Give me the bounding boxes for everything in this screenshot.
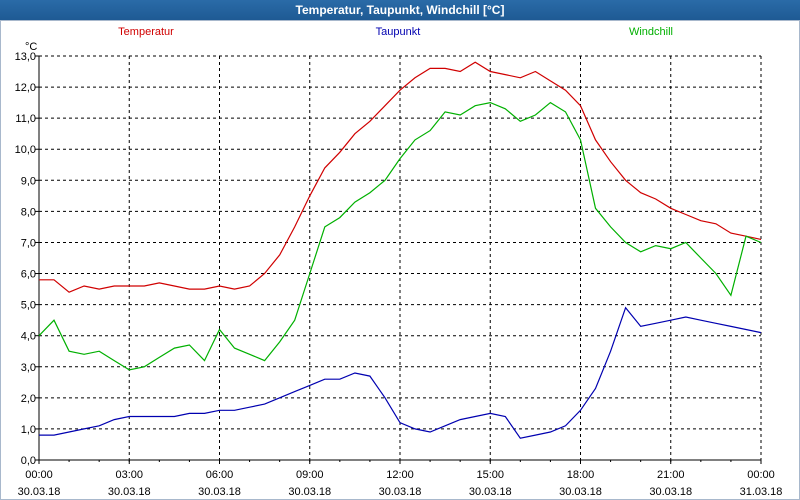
y-tick-label: 10,0 xyxy=(15,144,36,156)
y-tick-label: 8,0 xyxy=(21,206,36,218)
y-tick-label: 0,0 xyxy=(21,455,36,467)
x-tick-date-label: 30.03.18 xyxy=(108,486,151,498)
x-tick-time-label: 09:00 xyxy=(296,469,324,481)
line-chart: 0,0 1,0 2,0 3,0 4,0 5,0 6,0 7,0 8,0 9,0 10,0 11,0 12… xyxy=(15,26,783,498)
legend: Temperatur Taupunkt Windchill xyxy=(118,26,673,38)
series-line-taupunkt xyxy=(39,306,762,439)
x-tick-time-label: 21:00 xyxy=(657,469,685,481)
x-tick-date-label: 31.03.18 xyxy=(740,486,783,498)
y-tick-label: 9,0 xyxy=(21,175,36,187)
x-tick-time-label: 12:00 xyxy=(386,469,414,481)
x-tick-date-label: 30.03.18 xyxy=(379,486,422,498)
axes xyxy=(35,55,762,464)
y-tick-label: 7,0 xyxy=(21,237,36,249)
y-tick-labels: 0,0 1,0 2,0 3,0 4,0 5,0 6,0 7,0 8,0 9,0 10,0 11,0 12… xyxy=(15,51,36,467)
x-tick-time-label: 00:00 xyxy=(25,469,53,481)
y-tick-label: 3,0 xyxy=(21,362,36,374)
x-tick-date-label: 30.03.18 xyxy=(559,486,602,498)
x-tick-date-label: 30.03.18 xyxy=(469,486,512,498)
x-tick-time-label: 03:00 xyxy=(115,469,143,481)
series-line-windchill xyxy=(38,101,762,371)
legend-item-temperatur: Temperatur xyxy=(118,26,174,38)
x-tick-time-label: 00:00 xyxy=(747,469,775,481)
y-tick-label: 1,0 xyxy=(21,424,36,436)
y-tick-label: 5,0 xyxy=(21,300,36,312)
y-tick-label: 6,0 xyxy=(21,269,36,281)
x-tick-labels: 00:00 30.03.18 03:00 30.03.18 06:00 30.03.18 0… xyxy=(18,469,783,498)
legend-item-taupunkt: Taupunkt xyxy=(376,26,421,38)
legend-item-windchill: Windchill xyxy=(629,26,673,38)
y-tick-label: 13,0 xyxy=(15,51,36,63)
y-axis-label: °C xyxy=(25,41,37,53)
y-tick-label: 4,0 xyxy=(21,331,36,343)
x-tick-time-label: 06:00 xyxy=(206,469,234,481)
x-tick-time-label: 18:00 xyxy=(567,469,595,481)
y-tick-label: 11,0 xyxy=(15,113,36,125)
window-title: Temperatur, Taupunkt, Windchill [°C] xyxy=(0,0,800,20)
x-tick-date-label: 30.03.18 xyxy=(198,486,241,498)
chart-frame: 0,0 1,0 2,0 3,0 4,0 5,0 6,0 7,0 8,0 9,0 10,0 11,0 12… xyxy=(0,20,800,500)
series-line-temperatur xyxy=(39,61,762,293)
grid-lines xyxy=(39,55,762,460)
y-tick-label: 12,0 xyxy=(15,82,36,94)
x-tick-date-label: 30.03.18 xyxy=(18,486,61,498)
y-tick-label: 2,0 xyxy=(21,393,36,405)
x-tick-date-label: 30.03.18 xyxy=(288,486,331,498)
series-lines xyxy=(38,61,762,439)
x-tick-date-label: 30.03.18 xyxy=(649,486,692,498)
x-tick-time-label: 15:00 xyxy=(476,469,504,481)
